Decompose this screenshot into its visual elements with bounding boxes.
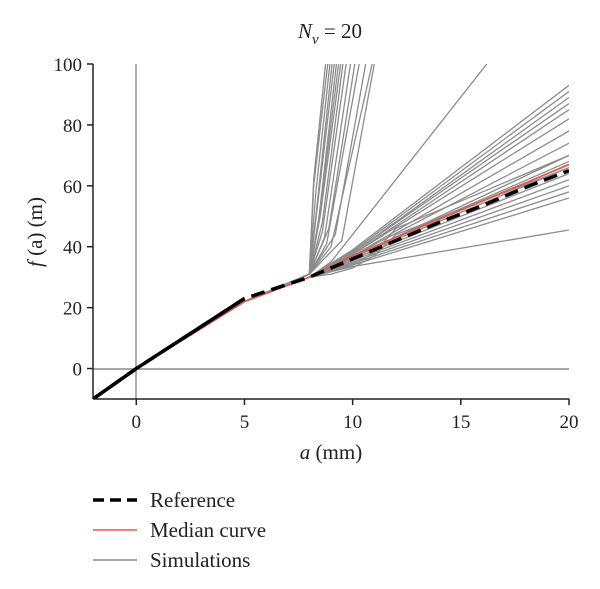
series-layer (93, 64, 569, 399)
y-tick-label: 100 (54, 55, 83, 76)
simulation-line (93, 64, 342, 399)
y-tick-label: 40 (63, 238, 82, 259)
legend-label-simulations: Simulations (150, 548, 250, 572)
simulation-line (93, 96, 569, 399)
simulation-line (93, 64, 333, 399)
y-tick-label: 20 (63, 299, 82, 320)
x-tick-label: 15 (451, 412, 470, 433)
simulation-line (93, 64, 360, 399)
axes (92, 64, 569, 400)
legend-item-reference: Reference (93, 488, 235, 512)
y-tick-label: 80 (63, 116, 82, 137)
y-tick-label: 0 (73, 360, 83, 381)
simulation-line (93, 173, 569, 399)
y-axis-title: f (a) (m) (23, 197, 47, 267)
y-tick-label: 60 (63, 177, 82, 198)
reference-line-initial (93, 297, 246, 399)
simulation-line (93, 118, 569, 399)
legend: Reference Median curve Simulations (93, 488, 266, 572)
legend-label-median: Median curve (150, 518, 266, 542)
x-axis-title: a (mm) (300, 440, 362, 464)
simulation-line (93, 229, 569, 399)
simulation-line (93, 64, 327, 399)
simulation-line (93, 64, 340, 399)
x-tick-label: 10 (343, 412, 362, 433)
simulation-line (93, 64, 488, 399)
x-tick-label: 20 (560, 412, 579, 433)
simulation-line (93, 64, 356, 399)
x-tick-label: 5 (240, 412, 250, 433)
x-tick-label: 0 (132, 412, 142, 433)
reference-line (93, 168, 569, 399)
x-ticks: 0 5 10 15 20 (132, 399, 579, 433)
legend-item-median: Median curve (93, 518, 266, 542)
simulation-line (93, 64, 331, 399)
simulation-line (93, 64, 329, 399)
simulation-line (93, 64, 347, 399)
simulation-line (93, 64, 335, 399)
simulation-line (93, 64, 344, 399)
reference-lines (93, 64, 569, 399)
chart-title: Nv = 20 (297, 19, 362, 48)
y-ticks: 0 20 40 60 80 100 (54, 55, 93, 381)
legend-label-reference: Reference (150, 488, 235, 512)
simulation-line (93, 64, 338, 399)
legend-item-simulations: Simulations (93, 548, 250, 572)
